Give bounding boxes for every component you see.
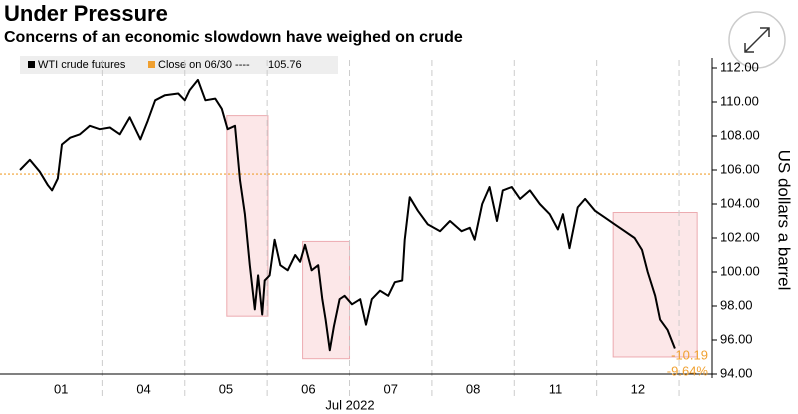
y-tick-label: 102.00 <box>720 229 760 244</box>
y-tick-label: 96.00 <box>720 331 753 346</box>
x-tick-label: 08 <box>466 381 480 396</box>
y-tick-label: 98.00 <box>720 297 753 312</box>
x-tick-label: 07 <box>383 381 397 396</box>
y-tick-label: 110.00 <box>720 93 759 108</box>
x-tick-label: 06 <box>301 381 315 396</box>
chart-title: Under Pressure <box>4 1 168 26</box>
x-tick-label: 11 <box>549 381 563 396</box>
legend-box <box>20 56 338 74</box>
expand-button[interactable] <box>728 11 786 69</box>
y-tick-label: 112.00 <box>720 59 759 74</box>
chart-subtitle: Concerns of an economic slowdown have we… <box>4 29 463 46</box>
x-tick-label: 05 <box>219 381 233 396</box>
legend-value: 105.76 <box>268 59 302 71</box>
y-tick-label: 104.00 <box>720 195 760 210</box>
legend-swatch <box>28 61 35 68</box>
x-axis-label: Jul 2022 <box>325 397 374 412</box>
legend-swatch <box>148 61 155 68</box>
highlight-region <box>226 115 269 317</box>
change-label: -10.19 <box>671 347 708 362</box>
highlight-region <box>612 212 698 358</box>
y-tick-label: 100.00 <box>720 263 760 278</box>
x-tick-label: 12 <box>631 381 645 396</box>
y-tick-label: 94.00 <box>720 365 753 380</box>
price-line <box>19 78 676 352</box>
y-axis-label: US dollars a barrel <box>775 150 794 291</box>
x-tick-label: 04 <box>136 381 150 396</box>
x-tick-label: 01 <box>54 381 68 396</box>
legend-label: Close on 06/30 ---- <box>158 59 250 71</box>
legend-label: WTI crude futures <box>38 59 126 71</box>
change-label: -9.64% <box>667 363 709 378</box>
expand-icon[interactable] <box>744 27 770 53</box>
y-tick-label: 106.00 <box>720 161 760 176</box>
y-tick-label: 108.00 <box>720 127 760 142</box>
